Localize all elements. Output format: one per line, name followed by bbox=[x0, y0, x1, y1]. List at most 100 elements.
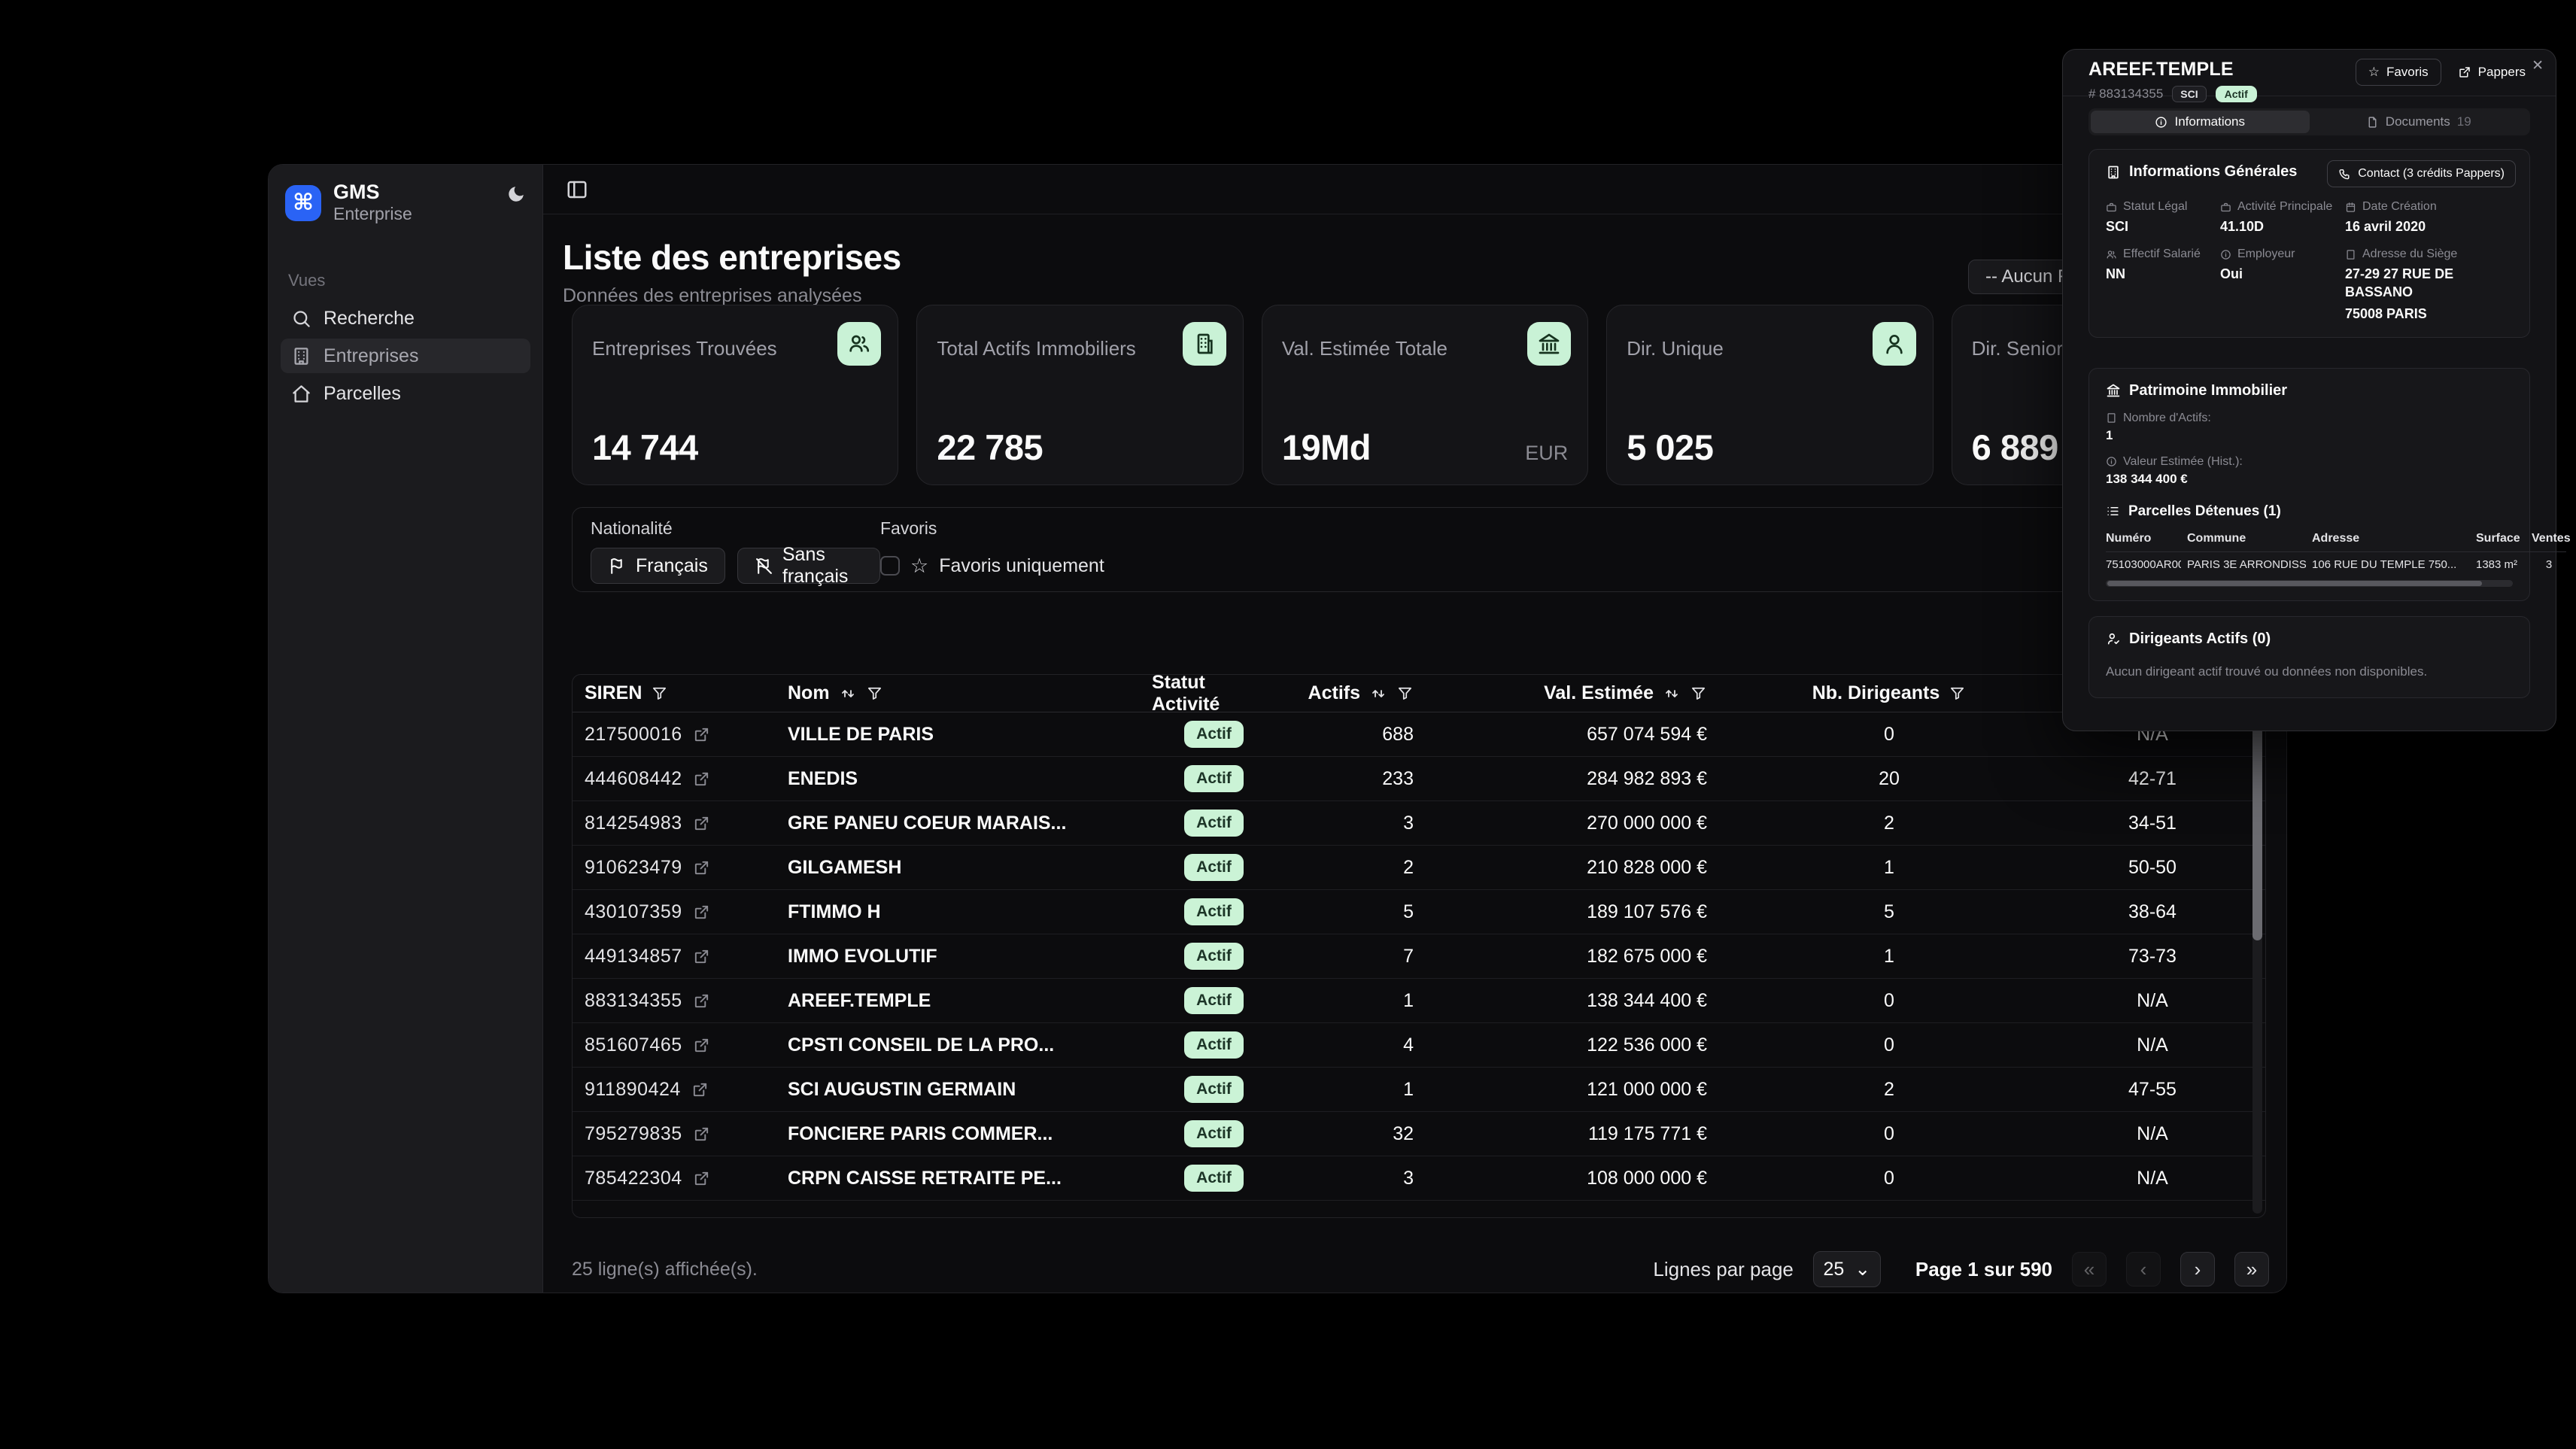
field-label: Employeur bbox=[2237, 248, 2295, 261]
parcelles-horizontal-scrollbar[interactable] bbox=[2106, 579, 2513, 587]
next-page-button[interactable]: › bbox=[2180, 1252, 2215, 1286]
sort-icon[interactable] bbox=[1663, 685, 1681, 703]
age-range: 38-64 bbox=[2128, 901, 2177, 922]
external-link-icon[interactable] bbox=[693, 1037, 710, 1054]
age-range: 47-55 bbox=[2128, 1078, 2177, 1100]
rows-per-page-value: 25 bbox=[1823, 1258, 1845, 1280]
table-row[interactable]: 449134857 IMMO EVOLUTIF Actif 7 182 675 … bbox=[573, 934, 2265, 979]
company-title: AREEF.TEMPLE bbox=[2088, 59, 2234, 80]
command-logo-icon: ⌘ bbox=[285, 184, 321, 221]
external-link-icon[interactable] bbox=[691, 1081, 709, 1098]
estimated-value: 138 344 400 € bbox=[1587, 989, 1707, 1011]
stat-label: Dir. Senior ( bbox=[1971, 337, 2075, 360]
parcelles-scrollbar-thumb[interactable] bbox=[2107, 580, 2482, 586]
favorites-only-label: Favoris uniquement bbox=[939, 554, 1104, 576]
users-icon bbox=[837, 322, 882, 366]
panel-tabs: Informations Documents 19 bbox=[2088, 108, 2530, 135]
nationality-label: Nationalité bbox=[591, 518, 673, 538]
dirigeants-count: 1 bbox=[1884, 945, 1894, 967]
external-link-icon[interactable] bbox=[693, 770, 710, 788]
external-link-icon[interactable] bbox=[693, 1170, 710, 1187]
filter-icon[interactable] bbox=[1396, 685, 1414, 702]
tab-documents[interactable]: Documents 19 bbox=[2310, 111, 2529, 133]
dark-mode-toggle[interactable] bbox=[506, 184, 526, 204]
external-link-icon[interactable] bbox=[693, 859, 710, 876]
parcel-column-numero: Numéro bbox=[2106, 531, 2152, 545]
pappers-button-label: Pappers bbox=[2477, 65, 2526, 79]
field-value: 16 avril 2020 bbox=[2345, 219, 2426, 234]
status-badge: Actif bbox=[1184, 943, 1244, 970]
table-row[interactable]: 785422304 CRPN CAISSE RETRAITE PE... Act… bbox=[573, 1156, 2265, 1201]
external-link-icon[interactable] bbox=[693, 1125, 710, 1143]
last-page-button[interactable]: » bbox=[2234, 1252, 2269, 1286]
sort-icon[interactable] bbox=[839, 685, 857, 703]
contact-button-label: Contact (3 crédits Pappers) bbox=[2358, 167, 2505, 180]
table-header: SIREN Nom bbox=[573, 675, 2265, 715]
non-french-filter-button[interactable]: Sans français bbox=[737, 544, 880, 587]
company-name: GILGAMESH bbox=[788, 856, 902, 878]
french-filter-button[interactable]: Français bbox=[591, 548, 725, 584]
pappers-link-button[interactable]: Pappers bbox=[2458, 65, 2526, 80]
external-link-icon[interactable] bbox=[693, 992, 710, 1010]
field-statut-legal: Statut Légal SCI bbox=[2106, 200, 2210, 235]
table-row[interactable]: 814254983 GRE PANEU COEUR MARAIS... Acti… bbox=[573, 801, 2265, 846]
estimated-value: 210 828 000 € bbox=[1587, 856, 1707, 878]
sidebar-item-entreprises[interactable]: Entreprises bbox=[281, 339, 530, 374]
sidebar-item-recherche[interactable]: Recherche bbox=[281, 301, 530, 336]
close-icon[interactable]: ✕ bbox=[2532, 58, 2544, 74]
company-name: VILLE DE PARIS bbox=[788, 723, 934, 745]
previous-page-button[interactable]: ‹ bbox=[2126, 1252, 2161, 1286]
external-link-icon[interactable] bbox=[693, 948, 710, 965]
status-badge: Actif bbox=[1184, 898, 1244, 925]
age-range: N/A bbox=[2137, 1167, 2168, 1189]
chevron-down-icon: ⌄ bbox=[1855, 1259, 1871, 1280]
table-row[interactable]: 911890424 SCI AUGUSTIN GERMAIN Actif 1 1… bbox=[573, 1068, 2265, 1112]
building-icon bbox=[1182, 322, 1226, 366]
table-row[interactable]: 851607465 CPSTI CONSEIL DE LA PRO... Act… bbox=[573, 1023, 2265, 1068]
calendar-icon bbox=[2345, 202, 2356, 213]
status-badge: Actif bbox=[1184, 1120, 1244, 1147]
sort-icon[interactable] bbox=[1369, 685, 1387, 703]
table-scrollbar-thumb[interactable] bbox=[2252, 718, 2262, 940]
filter-icon[interactable] bbox=[1690, 685, 1707, 702]
company-name: GRE PANEU COEUR MARAIS... bbox=[788, 812, 1067, 834]
table-row[interactable]: 910623479 GILGAMESH Actif 2 210 828 000 … bbox=[573, 846, 2265, 890]
contact-button[interactable]: Contact (3 crédits Pappers) bbox=[2327, 160, 2516, 187]
company-name: SCI AUGUSTIN GERMAIN bbox=[788, 1078, 1016, 1100]
table-scrollbar[interactable] bbox=[2252, 717, 2262, 1214]
table-row[interactable]: 430107359 FTIMMO H Actif 5 189 107 576 €… bbox=[573, 890, 2265, 934]
table-row[interactable]: 217500016 VILLE DE PARIS Actif 688 657 0… bbox=[573, 712, 2265, 757]
field-activite: Activité Principale 41.10D bbox=[2220, 200, 2334, 235]
filter-icon[interactable] bbox=[866, 685, 883, 702]
actifs-count: 4 bbox=[1403, 1034, 1414, 1056]
favorites-only-checkbox[interactable] bbox=[880, 556, 900, 576]
tab-informations[interactable]: Informations bbox=[2091, 111, 2310, 133]
dirigeants-count: 2 bbox=[1884, 1078, 1894, 1100]
siren-value: 785422304 bbox=[585, 1167, 682, 1189]
first-page-button[interactable]: « bbox=[2072, 1252, 2107, 1286]
app-logo: ⌘ GMS Enterprise bbox=[269, 165, 542, 224]
panel-header: AREEF.TEMPLE # 883134355 SCI Actif ☆ Fav… bbox=[2063, 50, 2556, 102]
sidebar-item-parcelles[interactable]: Parcelles bbox=[281, 376, 530, 411]
favorites-button[interactable]: ☆ Favoris bbox=[2355, 59, 2441, 86]
dirigeants-empty-message: Aucun dirigeant actif trouvé ou données … bbox=[2106, 664, 2428, 679]
sidebar-toggle-button[interactable] bbox=[566, 178, 588, 201]
dirigeants-count: 0 bbox=[1884, 1034, 1894, 1056]
field-label: Date Création bbox=[2362, 200, 2437, 213]
stat-cards: Entreprises Trouvées 14 744 Total Actifs… bbox=[572, 305, 2279, 485]
status-badge: Actif bbox=[1184, 1031, 1244, 1059]
table-row[interactable]: 795279835 FONCIERE PARIS COMMER... Actif… bbox=[573, 1112, 2265, 1156]
parcel-surface: 1383 m² bbox=[2476, 557, 2518, 571]
table-row[interactable]: 883134355 AREEF.TEMPLE Actif 1 138 344 4… bbox=[573, 979, 2265, 1023]
external-link-icon[interactable] bbox=[693, 815, 710, 832]
estimated-value: 657 074 594 € bbox=[1587, 723, 1707, 745]
filter-icon[interactable] bbox=[651, 685, 668, 702]
filter-icon[interactable] bbox=[1949, 685, 1966, 702]
external-link-icon[interactable] bbox=[693, 726, 710, 743]
french-filter-label: Français bbox=[636, 554, 708, 576]
rows-per-page-select[interactable]: 25 ⌄ bbox=[1812, 1251, 1881, 1287]
parcel-column-adresse: Adresse bbox=[2312, 531, 2360, 545]
table-row[interactable]: 444608442 ENEDIS Actif 233 284 982 893 €… bbox=[573, 757, 2265, 801]
siren-value: 444608442 bbox=[585, 767, 682, 789]
external-link-icon[interactable] bbox=[693, 904, 710, 921]
